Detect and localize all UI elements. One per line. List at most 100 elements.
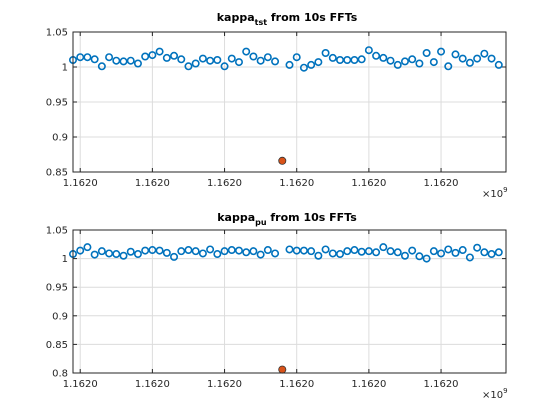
- chart-title-1: kappatst from 10s FFTs: [217, 11, 358, 27]
- y-tick-label: 0.9: [52, 311, 68, 322]
- data-point: [292, 246, 301, 255]
- data-point: [429, 247, 438, 256]
- y-tick-label: 0.95: [46, 283, 68, 294]
- data-point: [480, 248, 489, 257]
- subplot-2: kappapu from 10s FFTs 0.8 0.85 0.9 0.95 1 1.0…: [46, 211, 508, 401]
- data-point: [155, 47, 164, 56]
- data-point: [234, 58, 243, 67]
- plot-area-border-2: [72, 229, 507, 374]
- data-point: [364, 247, 373, 256]
- data-point: [494, 248, 503, 257]
- data-point: [220, 247, 229, 256]
- data-point: [415, 252, 424, 261]
- data-point: [141, 52, 150, 61]
- x-exponent-label-2: ×109: [482, 387, 508, 401]
- data-point: [314, 251, 323, 260]
- x-tick-label: 1.1620: [135, 379, 170, 390]
- data-point: [343, 247, 352, 256]
- data-point: [227, 54, 236, 63]
- data-point: [242, 47, 251, 56]
- data-point: [198, 54, 207, 63]
- x-tick-label: 1.1620: [207, 178, 242, 189]
- data-point: [465, 58, 474, 67]
- data-point: [206, 56, 215, 65]
- data-point: [184, 62, 193, 71]
- data-point: [249, 52, 258, 61]
- data-point: [408, 55, 417, 64]
- data-point: [141, 246, 150, 255]
- y-tick-label: 1: [62, 254, 68, 265]
- data-point: [271, 249, 280, 258]
- data-point: [451, 50, 460, 59]
- y-tick-labels-2: 0.8 0.85 0.9 0.95 1 1.05: [46, 226, 68, 380]
- data-point: [191, 247, 200, 256]
- data-point: [473, 243, 482, 252]
- data-point: [112, 56, 121, 65]
- data-point: [198, 249, 207, 258]
- data-point: [213, 55, 222, 64]
- data-point: [357, 247, 366, 256]
- data-point: [256, 250, 265, 259]
- data-point: [285, 60, 294, 69]
- data-point: [386, 247, 395, 256]
- data-point: [155, 246, 164, 255]
- data-point: [126, 247, 135, 256]
- data-point: [314, 58, 323, 67]
- data-point: [307, 60, 316, 69]
- data-point: [307, 247, 316, 256]
- plot-area-border-1: [72, 31, 507, 173]
- data-point: [444, 245, 453, 254]
- data-point: [83, 53, 92, 62]
- data-point: [437, 47, 446, 56]
- y-tick-label: 0.95: [46, 98, 68, 109]
- data-point: [393, 60, 402, 69]
- data-point: [350, 55, 359, 64]
- data-point: [242, 248, 251, 257]
- data-point: [97, 247, 106, 256]
- data-point: [408, 246, 417, 255]
- chart-title-2: kappapu from 10s FFTs: [217, 211, 357, 227]
- data-point: [119, 251, 128, 260]
- data-point: [263, 53, 272, 62]
- data-point: [133, 250, 142, 259]
- data-point: [271, 57, 280, 66]
- x-tick-label: 1.1620: [424, 379, 459, 390]
- y-tick-label: 0.85: [46, 168, 68, 179]
- data-points-1: [69, 46, 503, 165]
- data-point: [328, 53, 337, 62]
- data-point: [364, 46, 373, 55]
- data-point: [76, 53, 85, 62]
- data-point: [487, 250, 496, 259]
- x-tick-label: 1.1620: [279, 379, 314, 390]
- data-point: [97, 62, 106, 71]
- data-points-2: [69, 243, 503, 374]
- data-point: [350, 246, 359, 255]
- data-point: [494, 60, 503, 69]
- data-point: [379, 53, 388, 62]
- data-point: [76, 246, 85, 255]
- data-point: [343, 55, 352, 64]
- y-tick-label: 0.9: [52, 133, 68, 144]
- data-point: [473, 54, 482, 63]
- subplot-1: kappatst from 10s FFTs 0.850.90.9511.05 …: [46, 11, 508, 200]
- data-point: [451, 248, 460, 257]
- data-point: [437, 249, 446, 258]
- data-point: [170, 51, 179, 60]
- data-point: [220, 62, 229, 71]
- y-tick-label: 1.05: [46, 226, 68, 237]
- data-point: [184, 246, 193, 255]
- data-point: [162, 53, 171, 62]
- data-point: [458, 54, 467, 63]
- data-point: [177, 55, 186, 64]
- y-tick-labels-1: 0.85 0.9 0.95 1 1.05: [46, 28, 68, 179]
- data-point: [372, 248, 381, 257]
- x-tick-label: 1.1620: [207, 379, 242, 390]
- data-point: [249, 247, 258, 256]
- data-point: [90, 250, 99, 259]
- data-point: [83, 243, 92, 252]
- data-point: [299, 246, 308, 255]
- data-point: [133, 59, 142, 68]
- data-point: [400, 251, 409, 260]
